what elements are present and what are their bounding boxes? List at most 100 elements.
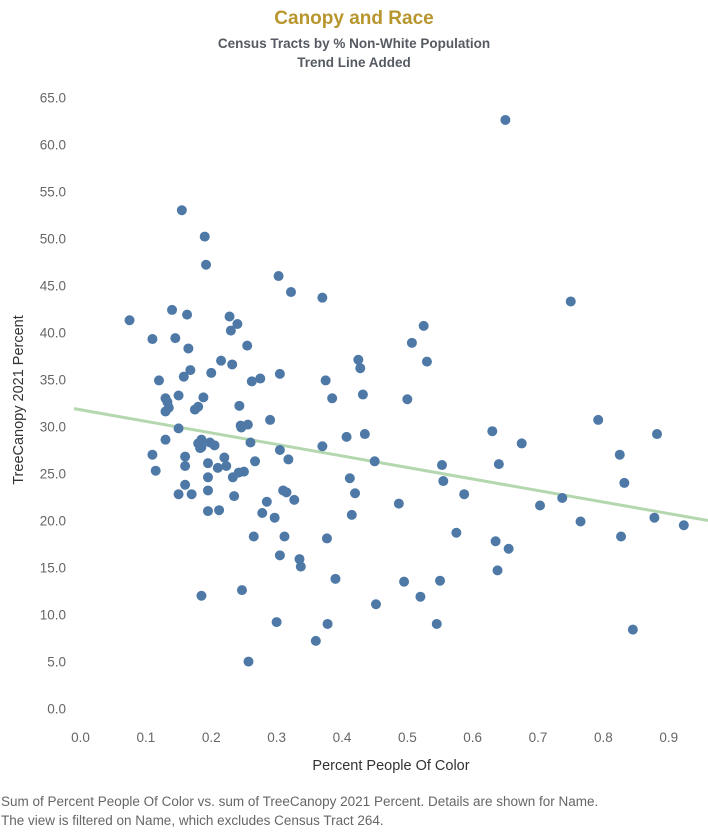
data-point[interactable]: [393, 498, 404, 509]
data-point[interactable]: [359, 429, 370, 440]
data-point[interactable]: [216, 355, 227, 366]
data-point[interactable]: [493, 459, 504, 470]
data-point[interactable]: [147, 449, 158, 460]
data-point[interactable]: [180, 479, 191, 490]
data-point[interactable]: [160, 434, 171, 445]
data-point[interactable]: [221, 461, 232, 471]
data-point[interactable]: [170, 333, 181, 344]
data-point[interactable]: [173, 489, 184, 500]
data-point[interactable]: [627, 624, 638, 635]
data-point[interactable]: [176, 205, 187, 216]
data-point[interactable]: [492, 565, 503, 576]
data-point[interactable]: [196, 442, 207, 453]
data-point[interactable]: [274, 550, 285, 561]
data-point[interactable]: [206, 367, 217, 378]
data-point[interactable]: [451, 527, 462, 538]
data-point[interactable]: [344, 473, 355, 484]
data-point[interactable]: [415, 591, 426, 602]
data-point[interactable]: [369, 456, 380, 467]
data-point[interactable]: [317, 292, 328, 303]
data-point[interactable]: [219, 452, 230, 463]
data-point[interactable]: [196, 590, 207, 601]
data-point[interactable]: [202, 485, 213, 496]
data-point[interactable]: [201, 259, 212, 270]
data-point[interactable]: [330, 573, 341, 584]
data-point[interactable]: [250, 456, 261, 467]
data-point[interactable]: [261, 496, 272, 507]
data-point[interactable]: [183, 343, 194, 354]
data-point[interactable]: [153, 375, 164, 386]
data-point[interactable]: [225, 325, 236, 336]
data-point[interactable]: [503, 543, 514, 554]
data-point[interactable]: [234, 400, 245, 411]
data-point[interactable]: [327, 393, 338, 404]
data-point[interactable]: [353, 354, 364, 365]
data-point[interactable]: [246, 376, 257, 387]
data-point[interactable]: [500, 114, 511, 125]
data-point[interactable]: [317, 441, 328, 452]
data-point[interactable]: [436, 460, 447, 471]
data-point[interactable]: [320, 375, 331, 386]
data-point[interactable]: [209, 440, 220, 451]
data-point[interactable]: [242, 419, 253, 430]
data-point[interactable]: [575, 516, 586, 527]
data-point[interactable]: [435, 575, 446, 586]
data-point[interactable]: [346, 509, 357, 520]
data-point[interactable]: [321, 533, 332, 544]
data-point[interactable]: [431, 618, 442, 629]
data-point[interactable]: [167, 304, 178, 315]
data-point[interactable]: [271, 617, 282, 628]
data-point[interactable]: [185, 365, 196, 376]
data-point[interactable]: [186, 489, 197, 500]
data-point[interactable]: [180, 461, 191, 471]
data-point[interactable]: [355, 363, 366, 374]
data-point[interactable]: [557, 492, 568, 503]
data-point[interactable]: [178, 371, 189, 382]
data-point[interactable]: [243, 656, 254, 667]
data-point[interactable]: [224, 311, 235, 322]
data-point[interactable]: [350, 488, 361, 499]
data-point[interactable]: [490, 536, 501, 547]
data-point[interactable]: [248, 531, 259, 542]
data-point[interactable]: [202, 472, 213, 483]
data-point[interactable]: [418, 320, 429, 331]
data-point[interactable]: [274, 445, 285, 456]
data-point[interactable]: [173, 423, 184, 434]
data-point[interactable]: [406, 337, 417, 348]
data-point[interactable]: [232, 319, 243, 330]
data-point[interactable]: [295, 561, 306, 572]
data-point[interactable]: [285, 287, 296, 298]
data-point[interactable]: [199, 231, 210, 242]
data-point[interactable]: [535, 500, 546, 511]
data-point[interactable]: [202, 458, 213, 469]
data-point[interactable]: [370, 599, 381, 610]
data-point[interactable]: [229, 491, 240, 502]
data-point[interactable]: [593, 414, 604, 425]
data-point[interactable]: [255, 373, 266, 384]
data-point[interactable]: [516, 438, 527, 449]
data-point[interactable]: [614, 449, 625, 460]
data-point[interactable]: [163, 402, 174, 413]
data-point[interactable]: [196, 434, 207, 445]
data-point[interactable]: [245, 437, 256, 448]
data-point[interactable]: [274, 368, 285, 379]
data-point[interactable]: [202, 506, 213, 517]
data-point[interactable]: [182, 309, 193, 320]
data-point[interactable]: [421, 356, 432, 367]
data-point[interactable]: [214, 505, 225, 516]
data-point[interactable]: [459, 489, 470, 500]
data-point[interactable]: [180, 451, 191, 462]
data-point[interactable]: [227, 359, 238, 370]
data-point[interactable]: [616, 531, 627, 542]
data-point[interactable]: [283, 454, 294, 465]
data-point[interactable]: [678, 520, 689, 531]
data-point[interactable]: [652, 429, 663, 440]
data-point[interactable]: [281, 487, 292, 498]
data-point[interactable]: [289, 494, 300, 505]
data-point[interactable]: [198, 392, 209, 403]
data-point[interactable]: [238, 466, 249, 477]
data-point[interactable]: [212, 462, 223, 473]
data-point[interactable]: [150, 465, 161, 476]
data-point[interactable]: [279, 531, 290, 542]
data-point[interactable]: [236, 585, 247, 596]
